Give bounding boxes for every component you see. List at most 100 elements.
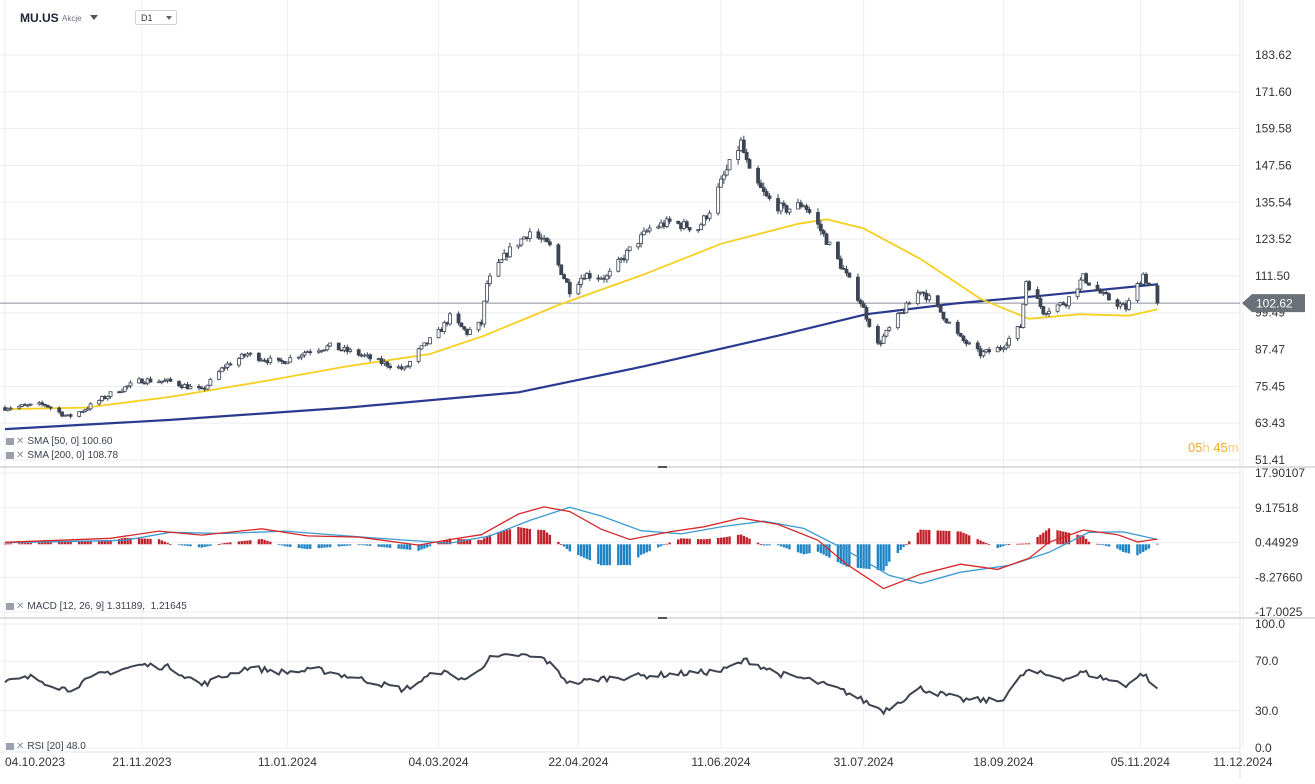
candle-body: [462, 326, 467, 330]
macd-histogram-bar: [317, 544, 320, 549]
sma50-legend-value: 100.60: [81, 436, 113, 447]
macd-histogram-bar: [120, 538, 124, 545]
legend-sma50[interactable]: ✕ SMA [50, 0] 100.60: [6, 436, 112, 447]
macd-histogram-bar: [719, 537, 723, 545]
candle-body: [128, 382, 133, 387]
macd-histogram-bar: [645, 544, 649, 553]
macd-histogram-bar: [229, 542, 232, 545]
sma50-line: [4, 218, 1158, 411]
close-icon[interactable]: ✕: [16, 741, 25, 752]
candle-body: [245, 353, 250, 357]
indicator-settings-icon[interactable]: [6, 451, 14, 459]
legend-sma200[interactable]: ✕ SMA [200, 0] 108.78: [6, 450, 118, 461]
candle-body: [559, 264, 564, 276]
macd-histogram-bar: [126, 537, 129, 545]
rsi-axis-tick-label: 30.0: [1255, 704, 1279, 718]
candle-body: [256, 352, 261, 361]
candle-body: [507, 246, 512, 258]
candle-body: [676, 220, 681, 224]
candle-body: [587, 273, 592, 279]
macd-histogram-bar: [859, 544, 862, 569]
macd-histogram-bar: [580, 544, 583, 557]
candle-countdown: 05h 45m: [1188, 440, 1239, 455]
close-icon[interactable]: ✕: [16, 436, 25, 447]
candle-body: [485, 283, 489, 302]
macd-signal-line: [4, 506, 1158, 584]
candle-body: [436, 329, 441, 339]
time-axis-tick-label: 11.06.2024: [691, 755, 750, 769]
macd-histogram-bar: [845, 544, 848, 567]
close-icon[interactable]: ✕: [16, 450, 25, 461]
candle-body: [1007, 337, 1011, 346]
candle-body: [1107, 293, 1111, 301]
candle-body: [459, 322, 464, 328]
candle-body: [1104, 292, 1108, 295]
macd-histogram-bar: [217, 544, 221, 545]
candle-body: [328, 342, 333, 347]
macd-histogram-bar: [23, 543, 27, 545]
macd-histogram-bar: [346, 544, 349, 546]
macd-axis-tick-label: -17.0025: [1255, 605, 1303, 619]
candle-body: [547, 241, 552, 246]
candle-body: [1126, 300, 1131, 310]
macd-histogram-bar: [862, 544, 865, 569]
macd-histogram-bar: [1079, 535, 1082, 545]
symbol-name[interactable]: MU.US: [20, 11, 59, 25]
symbol-dropdown-icon[interactable]: [90, 15, 98, 20]
candle-body: [162, 380, 167, 382]
macd-histogram-bar: [166, 542, 169, 545]
macd-histogram-bar: [962, 532, 965, 545]
macd-histogram-bar: [485, 536, 489, 545]
macd-histogram-bar: [1016, 543, 1019, 545]
macd-histogram-bar: [463, 539, 466, 545]
price-axis-tick-label: 75.45: [1255, 379, 1285, 393]
candle-body: [322, 349, 327, 352]
legend-rsi[interactable]: ✕ RSI [20] 48.0: [6, 741, 86, 752]
macd-histogram-bar: [143, 538, 146, 545]
macd-histogram-bar: [899, 544, 902, 551]
candle-body: [747, 159, 752, 169]
macd-histogram-bar: [1119, 544, 1122, 551]
macd-histogram-bar: [477, 539, 480, 545]
macd-histogram-bar: [1005, 544, 1008, 546]
macd-histogram-bar: [326, 544, 329, 548]
macd-histogram-bar: [745, 537, 748, 545]
candle-body: [761, 187, 766, 192]
indicator-settings-icon[interactable]: [6, 437, 14, 445]
time-axis-tick-label: 21.11.2023: [112, 755, 171, 769]
indicator-settings-icon[interactable]: [6, 742, 14, 750]
macd-histogram-bar: [622, 544, 626, 566]
candle-body: [148, 378, 153, 383]
candle-body: [545, 237, 549, 243]
candle-body: [40, 402, 44, 405]
macd-histogram-bar: [1062, 531, 1065, 545]
macd-histogram-bar: [725, 536, 728, 545]
macd-histogram-bar: [982, 541, 985, 545]
macd-histogram-bar: [488, 534, 492, 545]
candle-body: [904, 302, 909, 314]
indicator-settings-icon[interactable]: [6, 602, 14, 610]
macd-histogram-bar: [1116, 544, 1119, 549]
close-icon[interactable]: ✕: [16, 601, 25, 612]
price-axis-tick-label: 171.60: [1255, 85, 1292, 99]
legend-macd[interactable]: ✕ MACD [12, 26, 9] 1.31189, 1.21645: [6, 601, 187, 612]
candle-body: [237, 358, 241, 366]
macd-histogram-bar: [400, 544, 403, 549]
candle-body: [348, 349, 353, 352]
macd-histogram-bar: [89, 541, 92, 545]
candle-body: [804, 205, 809, 210]
candle-body: [887, 327, 892, 331]
macd-histogram-bar: [63, 541, 67, 545]
candle-body: [1027, 281, 1031, 291]
time-axis-tick-label: 31.07.2024: [834, 755, 894, 769]
candle-body: [944, 318, 949, 323]
macd-histogram-bar: [203, 544, 206, 548]
rsi-axis-tick-label: 70.0: [1255, 654, 1279, 668]
candle-body: [556, 244, 561, 266]
macd-histogram-bar: [26, 543, 30, 545]
timeframe-select[interactable]: D1: [135, 10, 177, 25]
candle-body: [1084, 273, 1089, 284]
candle-body: [938, 305, 943, 313]
